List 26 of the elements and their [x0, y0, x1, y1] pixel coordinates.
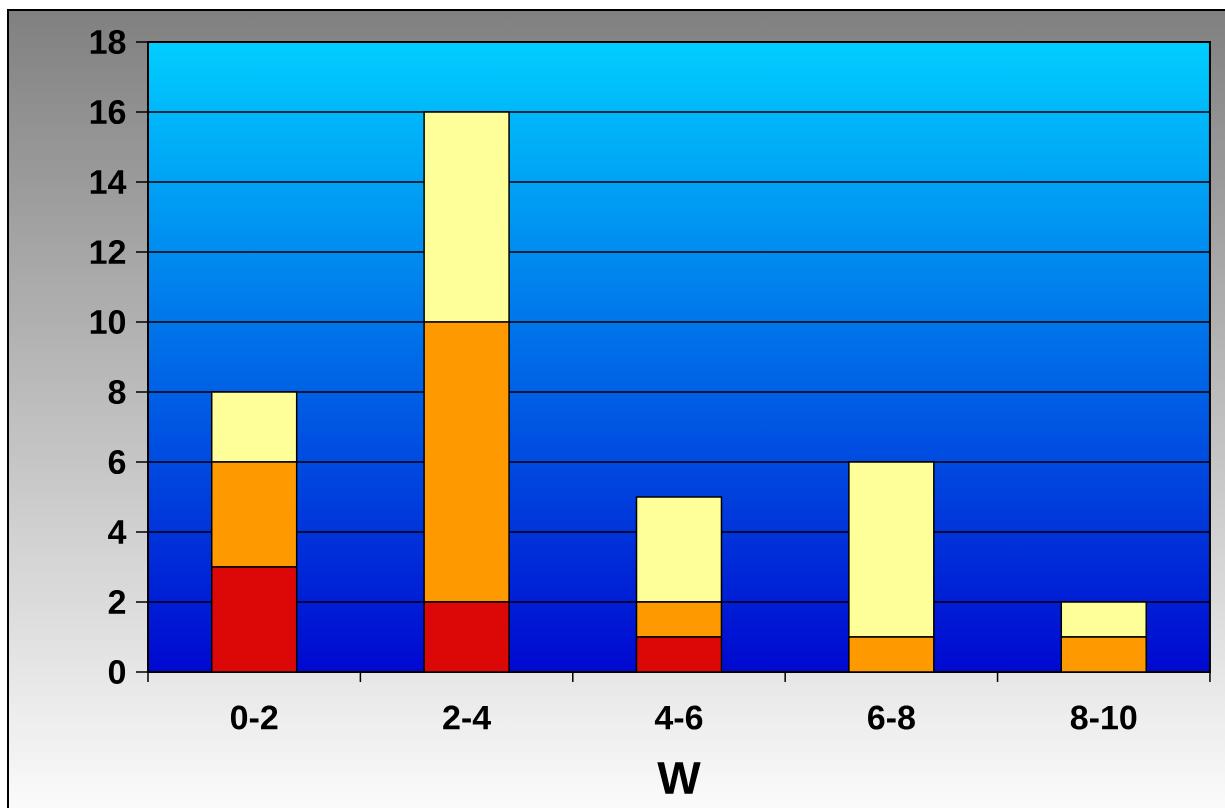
bar: [210, 566, 298, 672]
x-tick-label: 8-10: [1070, 705, 1137, 730]
bar: [423, 321, 510, 603]
bar: [210, 461, 298, 568]
y-tick-label: 14: [90, 170, 127, 194]
bar: [635, 496, 723, 603]
bar: [635, 601, 723, 638]
bar: [848, 461, 935, 638]
x-tick-label: 4-6: [654, 705, 703, 730]
x-axis-title: W: [657, 762, 701, 794]
y-tick-label: 10: [90, 309, 126, 335]
y-tick-label: 12: [90, 240, 126, 264]
y-tick-label: 0: [108, 659, 126, 685]
bar: [635, 636, 723, 672]
y-tick-label: 18: [90, 29, 126, 55]
y-tick-label: 2: [108, 590, 126, 614]
x-tick-label: 6-8: [868, 705, 915, 730]
x-tick-label: 0-2: [230, 705, 278, 730]
bar: [423, 601, 510, 672]
bar: [848, 636, 935, 672]
y-tick-label: 6: [108, 449, 126, 475]
x-tick-label: 2-4: [443, 705, 491, 730]
y-tick-label: 8: [108, 379, 126, 405]
bar: [1060, 636, 1147, 672]
y-tick-label: 4: [108, 520, 127, 544]
y-tick-label: 16: [90, 99, 126, 125]
